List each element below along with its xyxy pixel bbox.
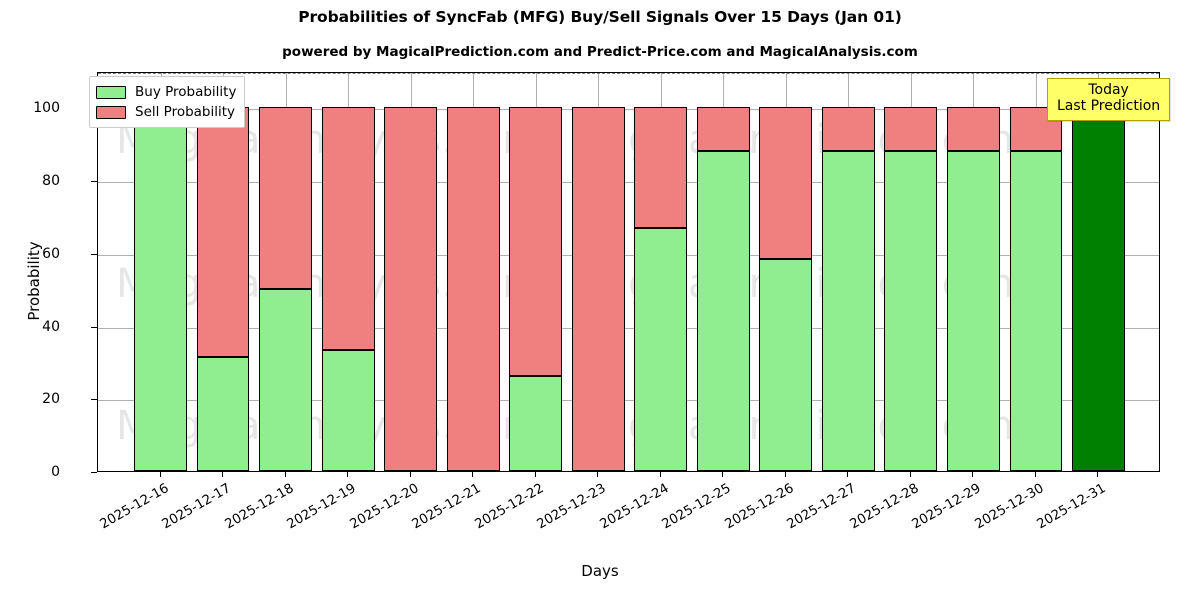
- bar-segment-buy: [946, 151, 1000, 471]
- today-annotation-line2: Last Prediction: [1057, 98, 1161, 115]
- legend-label: Buy Probability: [135, 84, 237, 100]
- y-axis-label: Probability: [25, 241, 43, 321]
- bar-2025-12-18[interactable]: [259, 73, 312, 471]
- x-axis-label: Days: [581, 562, 619, 580]
- legend-label: Sell Probability: [135, 104, 236, 120]
- bar-segment-buy: [196, 356, 250, 471]
- bar-segment-sell: [696, 107, 750, 151]
- x-tick-mark-2025-12-31: [1097, 472, 1099, 477]
- y-tick-label-60: 60: [42, 245, 60, 262]
- x-tick-mark-2025-12-18: [284, 472, 286, 477]
- x-tick-mark-2025-12-27: [847, 472, 849, 477]
- bar-2025-12-29[interactable]: [946, 73, 1000, 471]
- y-tick-mark-80: [91, 181, 97, 183]
- bar-2025-12-25[interactable]: [696, 73, 750, 471]
- x-tick-mark-2025-12-17: [222, 472, 224, 477]
- y-tick-label-100: 100: [33, 100, 60, 117]
- plot-area: MagicalAnalysis.comMagicalPrediction.com…: [97, 72, 1160, 472]
- bar-segment-sell: [509, 107, 563, 376]
- bar-segment-sell: [571, 107, 625, 471]
- bar-2025-12-30[interactable]: [1009, 73, 1063, 471]
- bar-segment-sell: [759, 107, 813, 259]
- gridline-y-20: [98, 400, 1159, 402]
- x-tick-mark-2025-12-25: [722, 472, 724, 477]
- bar-2025-12-24[interactable]: [634, 73, 688, 471]
- x-tick-mark-2025-12-29: [972, 472, 974, 477]
- x-tick-mark-2025-12-28: [909, 472, 911, 477]
- bar-segment-sell: [946, 107, 1000, 151]
- bar-segment-buy: [884, 151, 938, 471]
- bar-segment-buy: [321, 350, 375, 471]
- x-tick-mark-2025-12-24: [659, 472, 661, 477]
- x-tick-mark-2025-12-23: [597, 472, 599, 477]
- chart-subtitle: powered by MagicalPrediction.com and Pre…: [282, 44, 918, 60]
- gridline-y-40: [98, 327, 1159, 329]
- y-tick-mark-0: [91, 472, 97, 473]
- bar-segment-buy: [759, 259, 813, 471]
- bar-segment-sell: [884, 107, 938, 151]
- x-tick-mark-2025-12-19: [347, 472, 349, 477]
- bar-segment-sell: [321, 107, 375, 351]
- gridline-y-60: [98, 254, 1159, 256]
- bar-2025-12-21[interactable]: [446, 73, 500, 471]
- reference-line: [98, 73, 1159, 74]
- y-tick-mark-60: [91, 253, 97, 255]
- x-tick-mark-2025-12-22: [534, 472, 536, 477]
- y-tick-label-20: 20: [42, 391, 60, 408]
- x-tick-mark-2025-12-26: [784, 472, 786, 477]
- bar-2025-12-22[interactable]: [509, 73, 563, 471]
- today-annotation: Today Last Prediction: [1047, 78, 1171, 121]
- bar-2025-12-16[interactable]: [134, 73, 187, 471]
- chart-legend: Buy Probability Sell Probability: [89, 76, 246, 128]
- legend-swatch-icon: [96, 105, 126, 119]
- bar-segment-sell: [259, 107, 312, 290]
- bar-2025-12-19[interactable]: [321, 73, 375, 471]
- x-tick-mark-2025-12-30: [1034, 472, 1036, 477]
- y-tick-label-40: 40: [42, 318, 60, 335]
- y-tick-mark-40: [91, 326, 97, 328]
- bar-segment-sell: [384, 107, 438, 471]
- bar-segment-buy: [634, 227, 688, 471]
- legend-item-buy[interactable]: Buy Probability: [96, 82, 236, 102]
- legend-item-sell[interactable]: Sell Probability: [96, 102, 236, 122]
- bar-segment-buy: [259, 289, 312, 471]
- gridline-y-80: [98, 182, 1159, 184]
- x-tick-mark-2025-12-20: [409, 472, 411, 477]
- bar-2025-12-26[interactable]: [759, 73, 813, 471]
- bar-segment-sell: [634, 107, 688, 228]
- y-tick-label-80: 80: [42, 173, 60, 190]
- bar-2025-12-28[interactable]: [884, 73, 938, 471]
- chart-title: Probabilities of SyncFab (MFG) Buy/Sell …: [298, 8, 902, 26]
- today-annotation-line1: Today: [1088, 82, 1129, 98]
- bar-2025-12-31[interactable]: [1072, 73, 1125, 471]
- bar-segment-buy: [821, 151, 875, 471]
- x-tick-mark-2025-12-16: [159, 472, 161, 477]
- legend-swatch-icon: [96, 85, 126, 99]
- bar-segment-sell: [446, 107, 500, 471]
- bar-2025-12-20[interactable]: [384, 73, 438, 471]
- bar-segment-sell: [196, 107, 250, 357]
- gridline-y-100: [98, 109, 1159, 111]
- bar-segment-buy: [509, 375, 563, 471]
- y-tick-mark-20: [91, 399, 97, 401]
- bar-segment-buy: [696, 151, 750, 471]
- bar-2025-12-17[interactable]: [196, 73, 250, 471]
- bar-segment-buy: [134, 107, 187, 471]
- y-tick-label-0: 0: [51, 464, 60, 480]
- bars-layer: [98, 73, 1159, 471]
- bar-segment-sell: [821, 107, 875, 151]
- bar-2025-12-27[interactable]: [821, 73, 875, 471]
- bar-2025-12-23[interactable]: [571, 73, 625, 471]
- bar-segment-buy: [1009, 151, 1063, 471]
- x-tick-mark-2025-12-21: [472, 472, 474, 477]
- bar-segment-highlight: [1072, 107, 1125, 471]
